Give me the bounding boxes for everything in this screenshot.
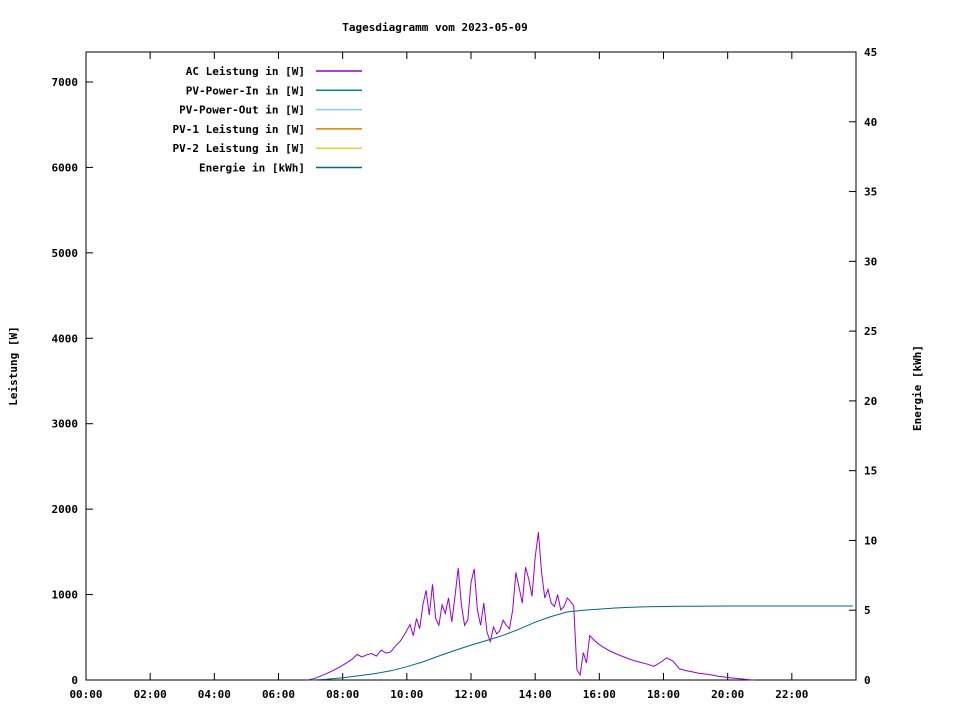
chart-title: Tagesdiagramm vom 2023-05-09	[342, 21, 527, 34]
x-tick-label: 10:00	[390, 688, 423, 701]
legend-label: Energie in [kWh]	[199, 162, 305, 175]
y2-tick-label: 25	[864, 325, 877, 338]
x-tick-label: 02:00	[134, 688, 167, 701]
y-tick-label: 7000	[52, 76, 79, 89]
legend-label: PV-1 Leistung in [W]	[173, 123, 305, 136]
axis-ticks: 00:00 02:00 04:00 06:00 08:00 10:00 12:00 14:00…	[52, 46, 878, 701]
x-tick-label: 00:00	[69, 688, 102, 701]
y-axis-label: Leistung [W]	[7, 326, 20, 405]
series-line-ac-leistung-in-w	[307, 532, 754, 681]
legend-label: PV-Power-In in [W]	[186, 84, 305, 97]
y2-tick-label: 35	[864, 186, 877, 199]
legend-label: AC Leistung in [W]	[186, 65, 305, 78]
x-tick-label: 04:00	[198, 688, 231, 701]
x-tick-label: 14:00	[519, 688, 552, 701]
series-line-energie-in-kwh	[310, 605, 853, 681]
y2-tick-label: 5	[864, 604, 871, 617]
x-tick-label: 16:00	[583, 688, 616, 701]
legend-label: PV-2 Leistung in [W]	[173, 142, 305, 155]
y2-tick-label: 15	[864, 465, 877, 478]
series-lines	[307, 532, 853, 681]
x-tick-label: 18:00	[647, 688, 680, 701]
legend: AC Leistung in [W] PV-Power-In in [W] PV-P…	[173, 65, 362, 175]
y2-tick-label: 20	[864, 395, 877, 408]
y-tick-label: 5000	[52, 247, 79, 260]
y-tick-label: 2000	[52, 503, 79, 516]
y-tick-label: 4000	[52, 332, 79, 345]
x-tick-label: 22:00	[775, 688, 808, 701]
x-tick-label: 08:00	[326, 688, 359, 701]
y2-tick-label: 30	[864, 255, 877, 268]
x-tick-label: 20:00	[711, 688, 744, 701]
y2-axis-label: Energie [kWh]	[911, 345, 924, 431]
y2-tick-label: 10	[864, 534, 877, 547]
y2-tick-label: 40	[864, 116, 877, 129]
y-tick-label: 1000	[52, 589, 79, 602]
y2-tick-label: 0	[864, 674, 871, 687]
y2-tick-label: 45	[864, 46, 877, 59]
y-tick-label: 3000	[52, 418, 79, 431]
x-tick-label: 06:00	[262, 688, 295, 701]
y-tick-label: 0	[71, 674, 78, 687]
legend-label: PV-Power-Out in [W]	[179, 104, 305, 117]
x-tick-label: 12:00	[454, 688, 487, 701]
y-tick-label: 6000	[52, 161, 79, 174]
